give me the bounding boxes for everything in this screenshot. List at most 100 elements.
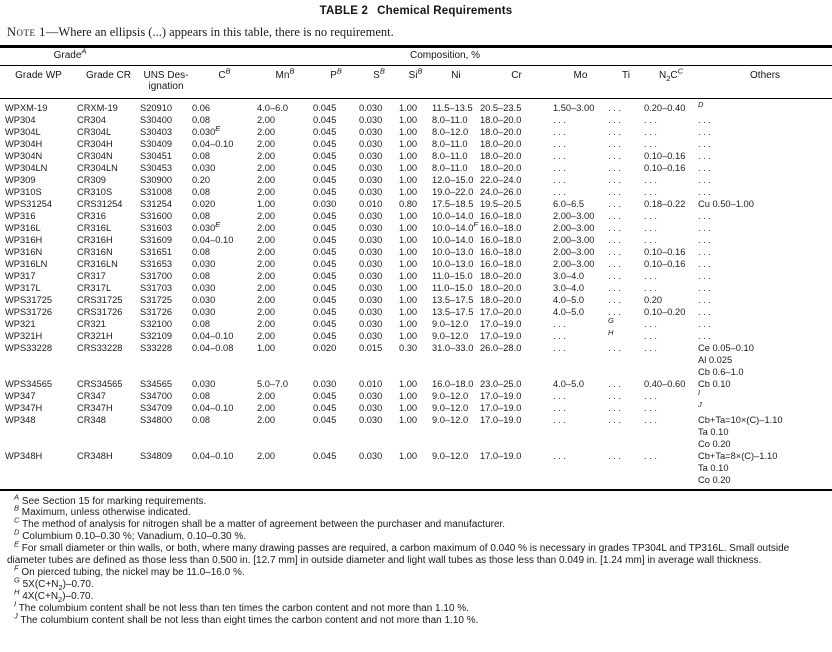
cell-uns: S30453 xyxy=(140,162,173,173)
cell-mn: 2.00 xyxy=(257,114,276,125)
cell-grade_cr: CR316L xyxy=(77,222,112,233)
cell-others: . . . xyxy=(698,210,711,221)
cell-n2c: . . . xyxy=(644,282,657,293)
table-row: WP304L CR304L S30403 0.030E 2.00 0.045 0.030 1.… xyxy=(0,123,832,138)
cell-ni: 17.5–18.5 xyxy=(432,198,474,209)
cell-n2c: 0.20 xyxy=(644,294,663,305)
cell-cr: 20.5–23.5 xyxy=(480,102,522,113)
cell-c: 0.04–0.08 xyxy=(192,342,234,353)
cell-mo: . . . xyxy=(553,330,566,341)
cell-s: 0.030 xyxy=(359,282,383,293)
cell-grade_wp: WP347 xyxy=(5,390,36,401)
cell-n2c: . . . xyxy=(644,390,657,401)
cell-mn: 2.00 xyxy=(257,174,276,185)
cell-grade_cr: CR309 xyxy=(77,174,106,185)
cell-ti: . . . xyxy=(608,246,621,257)
cell-mo: 2.00–3.00 xyxy=(553,258,595,269)
cell-si: 1.00 xyxy=(399,234,418,245)
cell-uns: S31603 xyxy=(140,222,173,233)
cell-grade_cr: CR317L xyxy=(77,282,112,293)
cell-cr: 17.0–20.0 xyxy=(480,306,522,317)
cell-mn: 4.0–6.0 xyxy=(257,102,289,113)
cell-grade_wp: WPS33228 xyxy=(5,342,53,353)
cell-others: Ce 0.05–0.10 Al 0.025 Cb 0.6–1.0 xyxy=(698,342,754,377)
cell-uns: S30409 xyxy=(140,138,173,149)
cell-n2c: . . . xyxy=(644,210,657,221)
cell-uns: S31725 xyxy=(140,294,173,305)
table-row: WP347H CR347H S34709 0.04–0.10 2.00 0.045 0.03… xyxy=(0,399,832,414)
cell-mn: 2.00 xyxy=(257,414,276,425)
cell-p: 0.045 xyxy=(313,414,337,425)
cell-mo: . . . xyxy=(553,414,566,425)
cell-n2c: . . . xyxy=(644,450,657,461)
footnote-B: B Maximum, unless otherwise indicated. xyxy=(14,504,191,519)
cell-grade_cr: CRS34565 xyxy=(77,378,123,389)
cell-ni: 12.0–15.0 xyxy=(432,174,474,185)
cell-p: 0.045 xyxy=(313,450,337,461)
cell-grade_cr: CR317 xyxy=(77,270,106,281)
cell-grade_cr: CRXM-19 xyxy=(77,102,118,113)
cell-ni: 11.5–13.5 xyxy=(432,102,473,113)
group-header-composition: Composition, % xyxy=(192,46,699,66)
cell-grade_cr: CR304H xyxy=(77,138,113,149)
footnote-F: F On pierced tubing, the nickel may be 1… xyxy=(14,563,245,578)
table-row: WP347 CR347 S34700 0.08 2.00 0.045 0.030 1.00 9.… xyxy=(0,388,832,402)
cell-ni: 9.0–12.0 xyxy=(432,390,469,401)
cell-ni: 10.0–14.0 xyxy=(432,234,474,245)
cell-grade_cr: CR304N xyxy=(77,150,113,161)
table-note: Note 1—Where an ellipsis (...) appears i… xyxy=(7,25,826,40)
cell-p: 0.045 xyxy=(313,402,337,413)
cell-c: 0.04–0.10 xyxy=(192,330,234,341)
cell-p: 0.045 xyxy=(313,114,337,125)
cell-ni: 9.0–12.0 xyxy=(432,450,469,461)
cell-ti: . . . xyxy=(608,210,621,221)
cell-c: 0.030E xyxy=(192,123,221,137)
cell-others: J xyxy=(698,399,702,409)
footnote-letter: E xyxy=(14,539,20,549)
cell-si: 1.00 xyxy=(399,258,418,269)
cell-mn: 2.00 xyxy=(257,270,276,281)
cell-grade_wp: WP310S xyxy=(5,186,42,197)
cell-c: 0.030 xyxy=(192,378,216,389)
cell-uns: S34800 xyxy=(140,414,173,425)
cell-mo: . . . xyxy=(553,162,566,173)
cell-p: 0.020 xyxy=(313,342,337,353)
column-header-ni: Ni xyxy=(432,65,480,99)
cell-ni: 10.0–13.0 xyxy=(432,258,474,269)
column-header-row: Grade WP Grade CR UNS Des-ignation CB MnB PB S… xyxy=(0,65,832,99)
cell-cr: 18.0–20.0 xyxy=(480,126,522,137)
column-header-n2c: N2CC xyxy=(644,65,699,99)
cell-mo: . . . xyxy=(553,450,566,461)
cell-grade_cr: CR321 xyxy=(77,318,106,329)
group-header-row: GradeA Composition, % xyxy=(0,46,832,66)
cell-uns: S20910 xyxy=(140,102,173,113)
cell-p: 0.045 xyxy=(313,330,337,341)
cell-c: 0.08 xyxy=(192,414,211,425)
cell-mn: 2.00 xyxy=(257,306,276,317)
cell-n2c: . . . xyxy=(644,318,657,329)
cell-grade_wp: WP304LN xyxy=(5,162,48,173)
cell-ti: . . . xyxy=(608,282,621,293)
cell-others: . . . xyxy=(698,306,711,317)
footnote-letter: F xyxy=(14,563,19,573)
cell-n2c: . . . xyxy=(644,414,657,425)
cell-cr: 17.0–19.0 xyxy=(480,330,522,341)
table-row: WP309 CR309 S30900 0.20 2.00 0.045 0.030 1.00 12… xyxy=(0,174,832,186)
cell-ti: . . . xyxy=(608,162,621,173)
table-number: TABLE 2 xyxy=(319,5,369,17)
cell-p: 0.030 xyxy=(313,198,337,209)
cell-uns: S31703 xyxy=(140,282,173,293)
cell-uns: S34709 xyxy=(140,402,173,413)
table-row: WP316N CR316N S31651 0.08 2.00 0.045 0.030 1.00… xyxy=(0,246,832,258)
column-header-grade_cr: Grade CR xyxy=(77,65,140,99)
cell-mo: 1.50–3.00 xyxy=(553,102,595,113)
cell-uns: S31726 xyxy=(140,306,173,317)
cell-si: 1.00 xyxy=(399,294,418,305)
cell-s: 0.030 xyxy=(359,162,383,173)
cell-uns: S30400 xyxy=(140,114,173,125)
cell-grade_wp: WPS31725 xyxy=(5,294,53,305)
cell-grade_wp: WP304L xyxy=(5,126,41,137)
cell-ti: . . . xyxy=(608,390,621,401)
cell-grade_wp: WP348H xyxy=(5,450,43,461)
